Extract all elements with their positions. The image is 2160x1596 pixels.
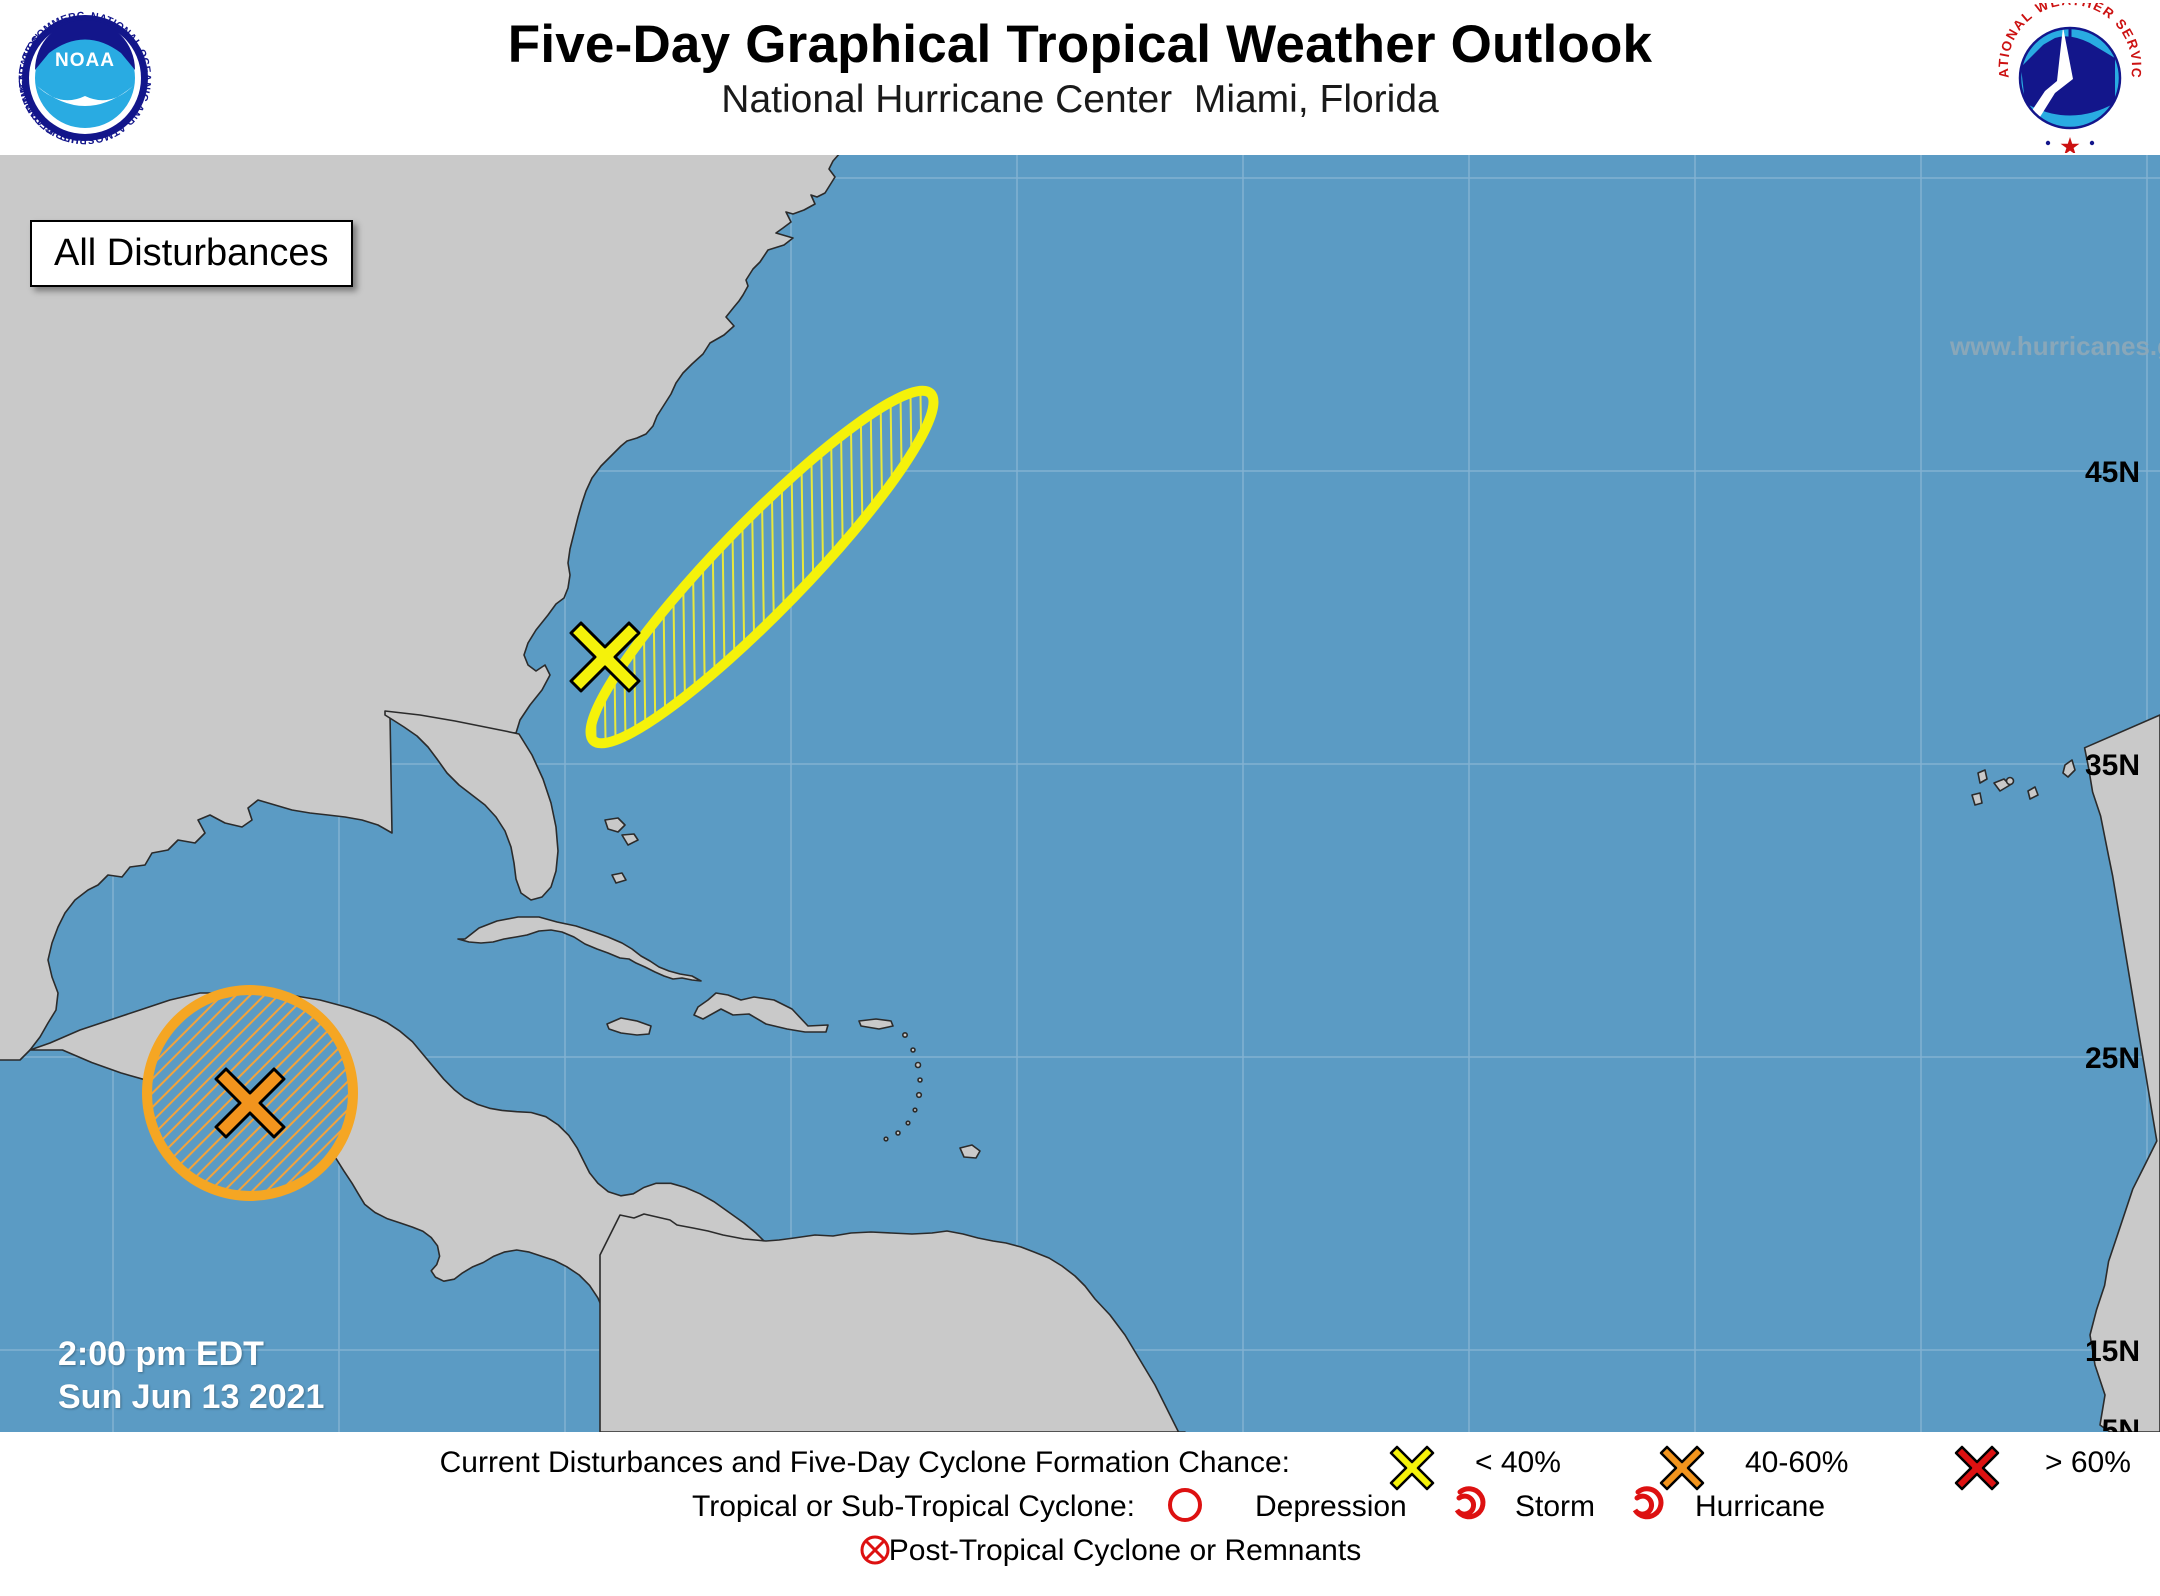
svg-text:www.hurricanes.gov: www.hurricanes.gov	[1949, 331, 2160, 361]
svg-text:45N: 45N	[2085, 456, 2140, 489]
svg-text:> 60%: > 60%	[2045, 1446, 2131, 1479]
svg-text:Storm: Storm	[1515, 1490, 1595, 1523]
svg-text:40-60%: 40-60%	[1745, 1446, 1848, 1479]
svg-text:NOAA: NOAA	[55, 50, 115, 71]
svg-text:35N: 35N	[2085, 749, 2140, 782]
svg-text:Tropical or Sub-Tropical Cyclo: Tropical or Sub-Tropical Cyclone:	[692, 1490, 1135, 1523]
svg-text:15N: 15N	[2085, 1335, 2140, 1368]
svg-text:< 40%: < 40%	[1475, 1446, 1561, 1479]
svg-text:Post-Tropical Cyclone or Remna: Post-Tropical Cyclone or Remnants	[889, 1534, 1361, 1567]
svg-text:Current Disturbances and Five-: Current Disturbances and Five-Day Cyclon…	[440, 1446, 1290, 1479]
svg-text:25N: 25N	[2085, 1042, 2140, 1075]
svg-text:Hurricane: Hurricane	[1695, 1490, 1825, 1523]
svg-text:Depression: Depression	[1255, 1490, 1407, 1523]
svg-text:5N: 5N	[2102, 1414, 2140, 1432]
